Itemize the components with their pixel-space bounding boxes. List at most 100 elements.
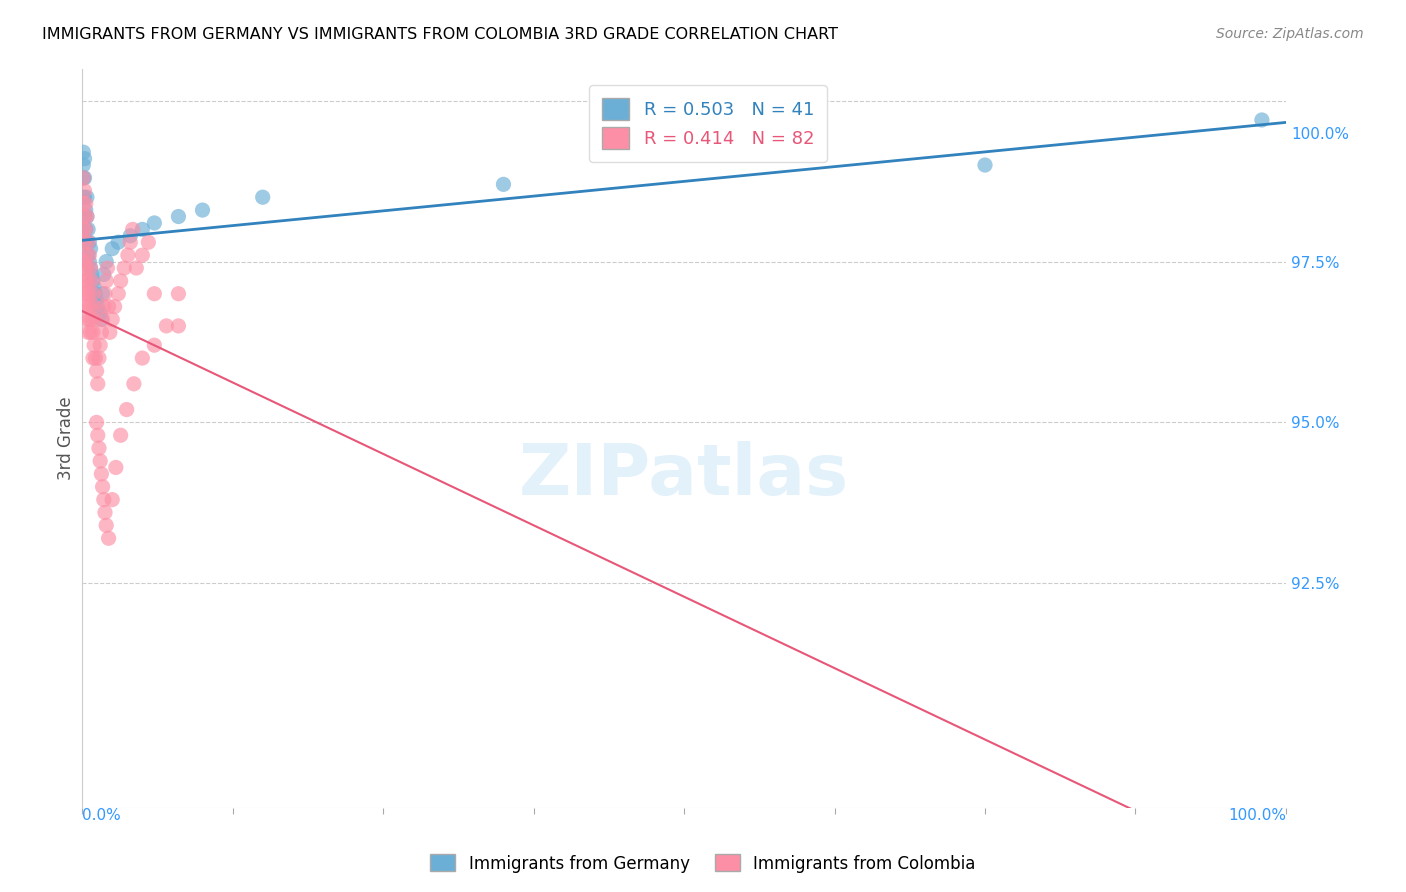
Point [73,210,96,224]
Point [974,158,997,172]
Point [84,286,107,301]
Point [72,145,94,160]
Point [94,286,117,301]
Point [96,274,118,288]
Point [72,170,94,185]
Point [96,260,118,275]
Point [131,222,153,236]
Point [76,190,98,204]
Point [167,286,190,301]
Point [73,152,96,166]
Point [87,428,110,442]
Point [107,286,129,301]
Point [73,210,96,224]
Point [83,300,105,314]
Point [75,203,97,218]
Point [98,326,121,340]
Point [89,338,111,352]
Point [101,242,124,256]
Point [79,312,101,326]
Point [72,254,94,268]
Point [86,364,108,378]
Point [131,351,153,365]
Point [82,274,104,288]
Point [82,326,104,340]
Point [112,260,135,275]
Point [72,196,94,211]
Point [91,286,114,301]
Text: 0.0%: 0.0% [82,808,121,823]
Point [252,190,274,204]
Text: ZIPatlas: ZIPatlas [519,441,849,510]
Point [131,248,153,262]
Point [107,235,129,250]
Point [1250,113,1272,128]
Text: 100.0%: 100.0% [1227,808,1286,823]
Point [76,260,98,275]
Point [96,254,118,268]
Point [79,260,101,275]
Point [84,312,107,326]
Point [93,268,115,282]
Point [84,351,107,365]
Point [90,467,112,481]
Point [89,306,111,320]
Point [73,190,96,204]
Point [101,492,124,507]
Point [76,235,98,250]
Point [82,286,104,301]
Point [86,416,108,430]
Point [110,274,132,288]
Point [120,228,142,243]
Point [122,376,145,391]
Point [90,312,112,326]
Legend: Immigrants from Germany, Immigrants from Colombia: Immigrants from Germany, Immigrants from… [423,847,983,880]
Point [115,402,138,417]
Point [77,326,100,340]
Point [104,460,127,475]
Point [73,260,96,275]
Point [80,274,103,288]
Point [76,210,98,224]
Point [191,203,214,218]
Point [79,235,101,250]
Y-axis label: 3rd Grade: 3rd Grade [58,397,75,480]
Point [76,286,98,301]
Point [87,441,110,455]
Point [93,300,115,314]
Point [83,338,105,352]
Point [97,300,120,314]
Point [104,300,127,314]
Point [82,351,104,365]
Point [73,286,96,301]
Point [86,293,108,308]
Point [143,216,166,230]
Point [83,280,105,294]
Point [101,312,124,326]
Point [73,170,96,185]
Point [138,235,160,250]
Point [75,222,97,236]
Point [120,235,142,250]
Point [77,235,100,250]
Point [93,492,115,507]
Point [167,318,190,333]
Point [77,222,100,236]
Point [79,286,101,301]
Point [87,376,110,391]
Point [73,235,96,250]
Point [121,222,143,236]
Point [91,312,114,326]
Point [125,260,148,275]
Point [155,318,177,333]
Point [77,248,100,262]
Point [75,274,97,288]
Point [77,300,100,314]
Point [87,351,110,365]
Point [167,210,190,224]
Point [76,312,98,326]
Point [72,158,94,172]
Point [91,480,114,494]
Point [72,190,94,204]
Point [79,254,101,268]
